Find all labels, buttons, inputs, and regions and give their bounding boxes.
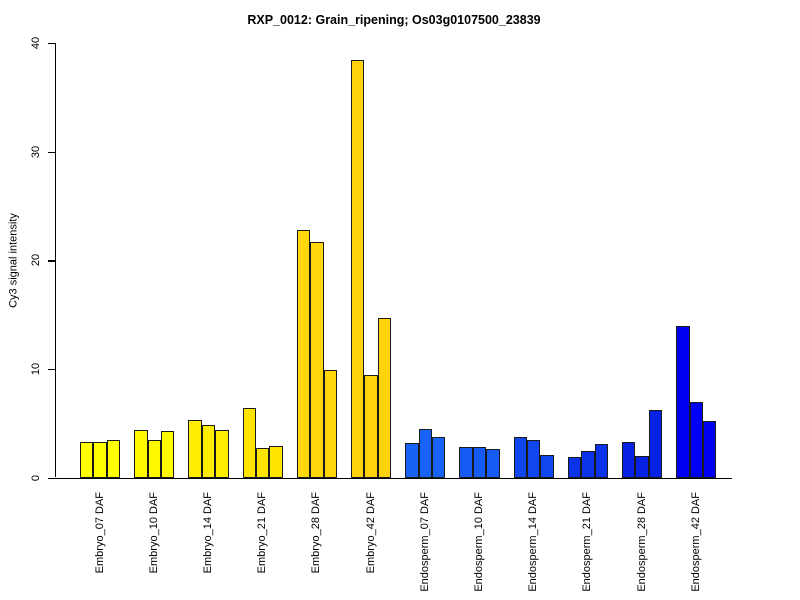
x-category-label: Endosperm_10 DAF (473, 492, 485, 592)
bar (201, 425, 216, 479)
bar (215, 429, 229, 479)
bar (418, 428, 432, 479)
bar (147, 439, 161, 479)
bar (676, 325, 690, 479)
bar (351, 59, 365, 479)
x-category-label: Endosperm_07 DAF (418, 492, 431, 592)
x-axis-line (55, 477, 732, 479)
y-tick (48, 151, 55, 153)
bar (703, 421, 717, 479)
bar (432, 437, 446, 479)
y-tick-label: 40 (30, 37, 42, 50)
x-category-label: Embryo_14 DAF (202, 492, 214, 574)
x-category-label: Endosperm_42 DAF (689, 492, 702, 592)
chart-title: RXP_0012: Grain_ripening; Os03g0107500_2… (247, 13, 541, 27)
y-axis-line (55, 43, 57, 478)
y-tick (48, 43, 55, 45)
bar (93, 441, 107, 479)
bar (513, 437, 527, 479)
y-tick (48, 368, 55, 371)
bar (527, 439, 541, 479)
bar (269, 446, 283, 479)
bar (80, 441, 94, 479)
bar (486, 449, 500, 479)
x-category-label: Embryo_28 DAF (310, 492, 323, 574)
y-tick-label: 0 (30, 474, 42, 481)
x-category-label: Endosperm_21 DAF (581, 492, 594, 592)
bar (594, 443, 608, 479)
x-category-label: Endosperm_28 DAF (635, 492, 648, 592)
y-tick-label: 20 (30, 254, 42, 267)
bar (188, 419, 202, 479)
bar (405, 442, 419, 479)
bar (134, 429, 148, 479)
bar (567, 456, 582, 479)
x-category-label: Embryo_07 DAF (93, 492, 106, 574)
bar (323, 370, 337, 479)
bar (472, 447, 487, 479)
bar (256, 448, 270, 479)
x-category-label: Embryo_42 DAF (364, 492, 377, 574)
bar (161, 430, 175, 479)
y-tick (48, 477, 55, 479)
bar (310, 241, 324, 479)
x-category-label: Embryo_21 DAF (256, 492, 269, 574)
y-tick-label: 10 (30, 362, 42, 376)
bar (377, 317, 392, 479)
y-axis-label: Cy3 signal intensity (7, 213, 20, 308)
bar (689, 401, 703, 479)
y-tick (48, 260, 55, 262)
bar (364, 375, 378, 479)
x-category-label: Endosperm_14 DAF (527, 492, 540, 592)
bar (648, 410, 663, 479)
bar (581, 451, 595, 479)
x-category-label: Embryo_10 DAF (147, 492, 160, 574)
bar (106, 439, 121, 479)
bar (540, 454, 554, 479)
bar (459, 447, 473, 479)
bar (296, 229, 311, 479)
bar (242, 408, 256, 479)
bar (635, 455, 649, 479)
y-tick-label: 30 (30, 145, 42, 158)
bar (622, 441, 636, 479)
